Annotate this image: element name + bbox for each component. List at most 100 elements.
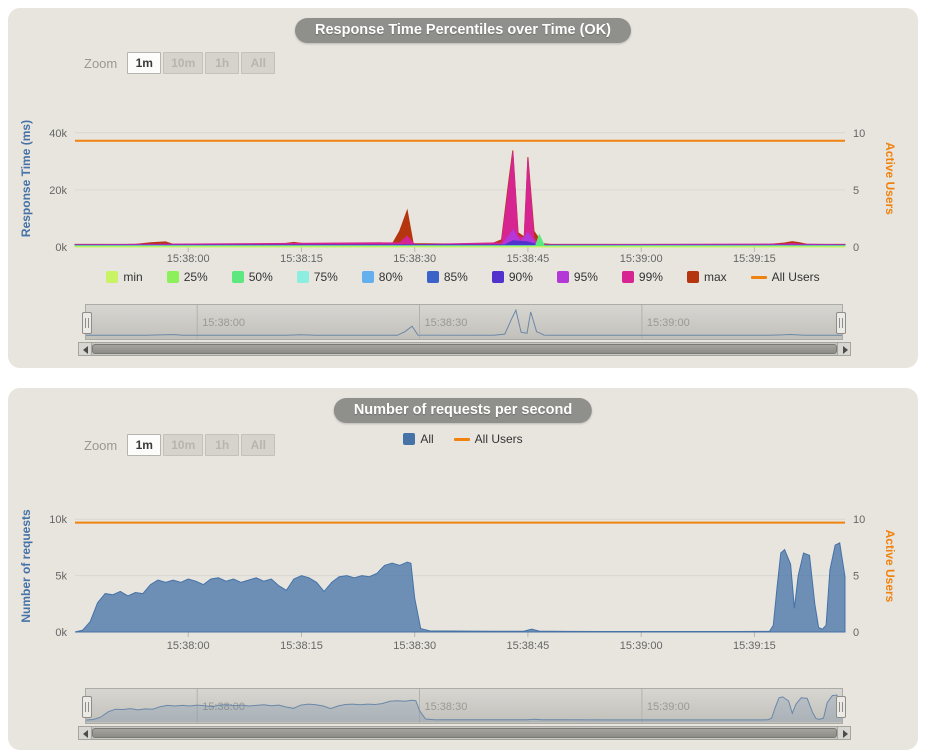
svg-text:15:39:00: 15:39:00 [620,253,663,265]
svg-text:10: 10 [853,128,865,140]
svg-text:0: 0 [853,627,859,639]
legend-item-50%[interactable]: 50% [231,270,273,284]
legend-label: 50% [248,270,273,284]
legend-label: 95% [573,270,598,284]
legend-swatch [556,271,569,283]
legend-swatch [231,271,244,283]
scrollbar-left-arrow-button[interactable] [78,342,92,356]
zoom-label: Zoom [84,55,118,71]
scrollbar-track[interactable] [92,342,837,356]
legend-swatch [166,271,179,283]
legend-swatch [491,271,504,283]
legend-swatch [361,271,374,283]
legend-label: All [420,432,434,446]
scrollbar-left-arrow-button[interactable] [78,726,92,740]
legend-item-min[interactable]: min [106,270,143,284]
chart-scrollbar [78,726,851,740]
chart-title: Response Time Percentiles over Time (OK) [294,18,632,43]
legend-label: 99% [638,270,663,284]
legend-swatch [106,271,119,283]
zoom-label: Zoom [84,437,118,453]
zoom-button-1h: 1h [205,434,240,456]
legend-item-99%[interactable]: 99% [621,270,663,284]
legend-item-95%[interactable]: 95% [556,270,598,284]
legend-swatch [296,271,309,283]
legend-item-all-users[interactable]: All Users [750,270,820,284]
svg-text:15:39:00: 15:39:00 [620,640,663,652]
svg-text:0k: 0k [55,242,67,254]
scrollbar-right-arrow-button[interactable] [837,342,851,356]
svg-text:Response Time (ms): Response Time (ms) [19,120,33,237]
svg-text:15:39:00: 15:39:00 [647,701,690,713]
navigator-preview: 15:38:00 15:38:30 15:39:00 [86,305,842,339]
legend-label: 90% [508,270,533,284]
scrollbar-track[interactable] [92,726,837,740]
svg-text:15:38:30: 15:38:30 [425,317,468,329]
legend-label: max [703,270,727,284]
legend-item-max[interactable]: max [686,270,727,284]
legend-swatch [621,271,634,283]
legend-label: 85% [443,270,468,284]
svg-text:Number of requests: Number of requests [19,509,33,623]
zoom-button-10m: 10m [163,434,204,456]
zoom-controls: Zoom 1m 10m 1h All [84,434,276,456]
svg-text:Active Users: Active Users [883,142,897,215]
legend-item-all-users[interactable]: All Users [453,432,523,446]
legend-item-90%[interactable]: 90% [491,270,533,284]
legend-item-85%[interactable]: 85% [426,270,468,284]
legend-label: All Users [771,270,820,284]
svg-text:5: 5 [853,571,859,583]
percentiles-legend: min 25% 50% 75% 80% 85% 90% 95% 99% max All Users [8,270,918,284]
svg-text:40k: 40k [49,128,67,140]
scrollbar-thumb[interactable] [92,344,837,354]
scrollbar-thumb[interactable] [92,728,837,738]
legend-item-all[interactable]: All [403,432,434,446]
zoom-buttons: 1m 10m 1h All [125,434,276,456]
navigator-right-handle[interactable] [836,696,846,718]
svg-text:10k: 10k [49,514,67,526]
svg-text:15:38:15: 15:38:15 [280,640,323,652]
legend-item-75%[interactable]: 75% [296,270,338,284]
legend-swatch [686,271,699,283]
zoom-button-10m: 10m [163,52,204,74]
legend-item-25%[interactable]: 25% [166,270,208,284]
legend-label: min [123,270,143,284]
navigator-right-handle[interactable] [836,312,846,334]
zoom-button-all: All [241,52,276,74]
svg-text:20k: 20k [49,185,67,197]
requests-chart[interactable]: 0k 5k 10k 0 5 10 15:38:00 15:38:15 15:38:30 15:38… [8,448,918,678]
legend-label: All Users [474,432,523,446]
svg-text:15:38:00: 15:38:00 [167,640,210,652]
svg-text:15:38:45: 15:38:45 [506,640,549,652]
navigator-preview: 15:38:00 15:38:30 15:39:00 [86,689,842,723]
zoom-buttons: 1m 10m 1h All [125,52,276,74]
range-navigator[interactable]: 15:38:00 15:38:30 15:39:00 [82,304,846,340]
zoom-button-1m[interactable]: 1m [127,52,162,74]
zoom-controls: Zoom 1m 10m 1h All [84,52,276,74]
response-time-chart[interactable]: 0k 20k 40k 0 5 10 15:38:00 15:38:15 15:38:30 15:3… [8,100,918,278]
chart-scrollbar [78,342,851,356]
zoom-button-1m[interactable]: 1m [127,434,162,456]
svg-text:15:38:15: 15:38:15 [280,253,323,265]
zoom-button-1h: 1h [205,52,240,74]
svg-text:15:38:00: 15:38:00 [202,701,245,713]
svg-text:15:38:00: 15:38:00 [167,253,210,265]
svg-text:10: 10 [853,514,865,526]
navigator-left-handle[interactable] [82,312,92,334]
svg-text:5k: 5k [55,571,67,583]
navigator-left-handle[interactable] [82,696,92,718]
legend-item-80%[interactable]: 80% [361,270,403,284]
svg-text:15:39:15: 15:39:15 [733,253,776,265]
svg-text:15:38:30: 15:38:30 [425,701,468,713]
scrollbar-right-arrow-button[interactable] [837,726,851,740]
svg-text:15:38:00: 15:38:00 [202,317,245,329]
legend-label: 25% [183,270,208,284]
range-navigator[interactable]: 15:38:00 15:38:30 15:39:00 [82,688,846,724]
zoom-button-all: All [241,434,276,456]
svg-text:15:38:30: 15:38:30 [393,640,436,652]
svg-text:15:38:30: 15:38:30 [393,253,436,265]
requests-per-second-panel: Number of requests per second Zoom 1m 10m… [8,388,918,750]
svg-text:0: 0 [853,242,859,254]
legend-swatch [453,437,470,441]
